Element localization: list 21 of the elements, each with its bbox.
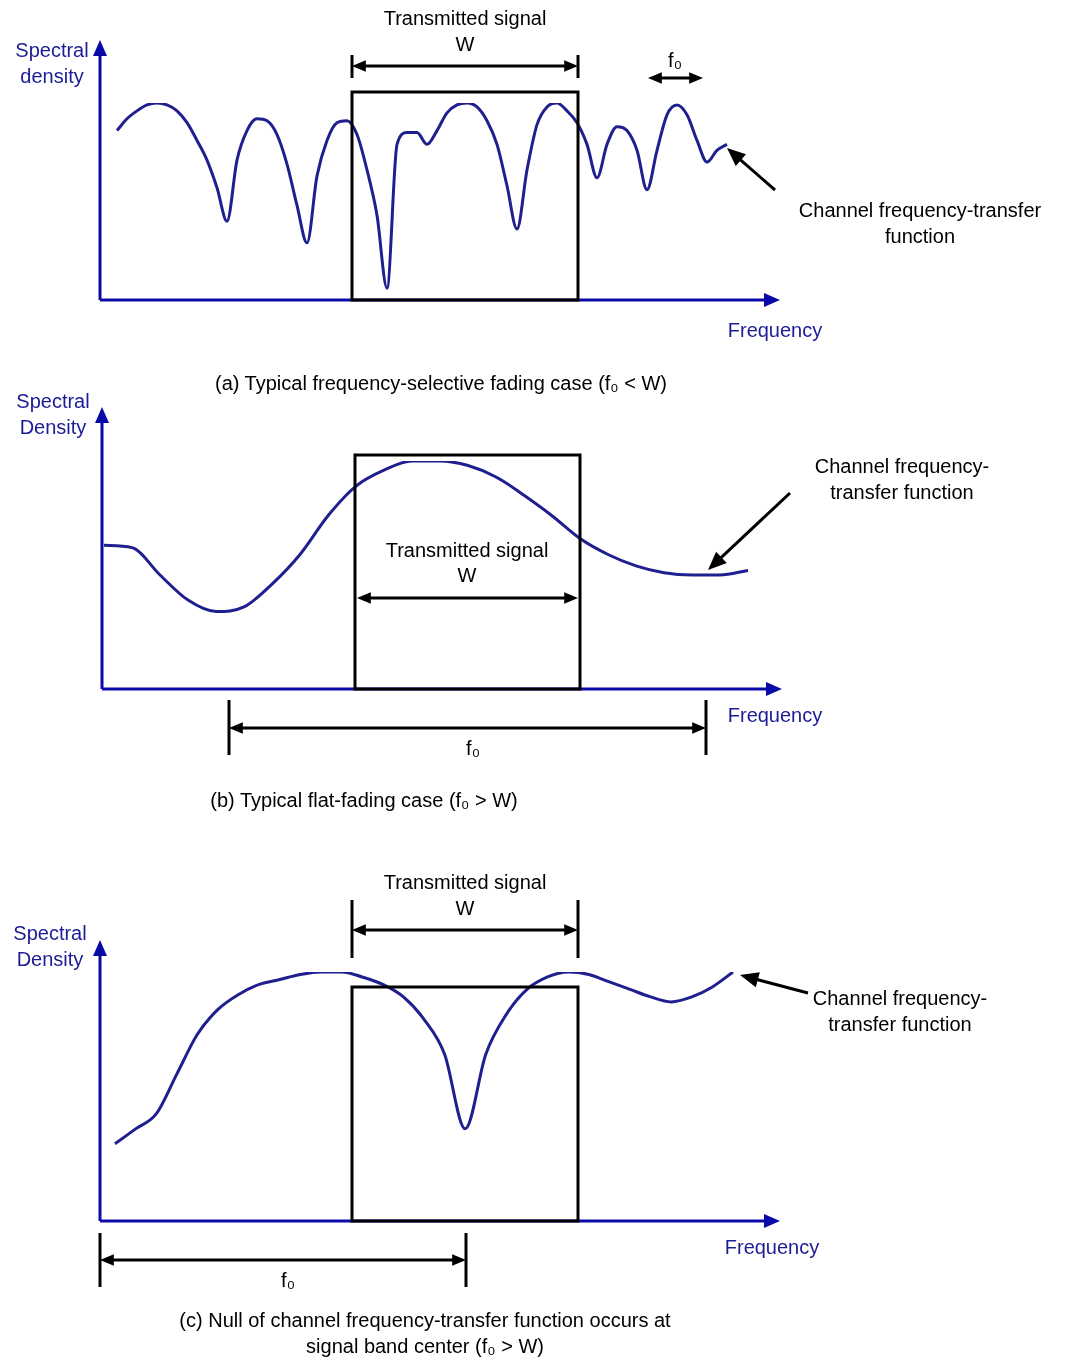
x-axis-title: Frequency	[727, 703, 823, 728]
y-axis-title: Spectral Density	[15, 389, 91, 440]
text: Transmitted signal	[383, 6, 547, 31]
x-axis-title: Frequency	[724, 1235, 820, 1260]
x-axis-title: Frequency	[727, 318, 823, 343]
text: Channel frequency-transfer function	[797, 198, 1043, 249]
text: (c) Null of channel frequency-transfer function occurs at signal band center (f₀ > W)	[178, 1308, 672, 1359]
text: f₀	[466, 736, 480, 761]
annotation: W	[457, 563, 477, 588]
text: W	[455, 32, 475, 57]
text: Transmitted signal	[383, 870, 547, 895]
text: (b) Typical flat-fading case (f₀ > W)	[209, 788, 519, 813]
text: (a) Typical frequency-selective fading case (f₀ < W)	[214, 371, 668, 396]
text: Channel frequency-transfer function	[813, 454, 991, 505]
text: W	[455, 896, 475, 921]
y-axis-title: Spectral Density	[12, 921, 88, 972]
annotation: Transmitted signal	[385, 538, 549, 563]
text: f₀	[281, 1268, 295, 1293]
y-axis-title: Spectral density	[14, 38, 90, 89]
text: f₀	[668, 48, 682, 73]
text: Channel frequency-transfer function	[811, 986, 989, 1037]
